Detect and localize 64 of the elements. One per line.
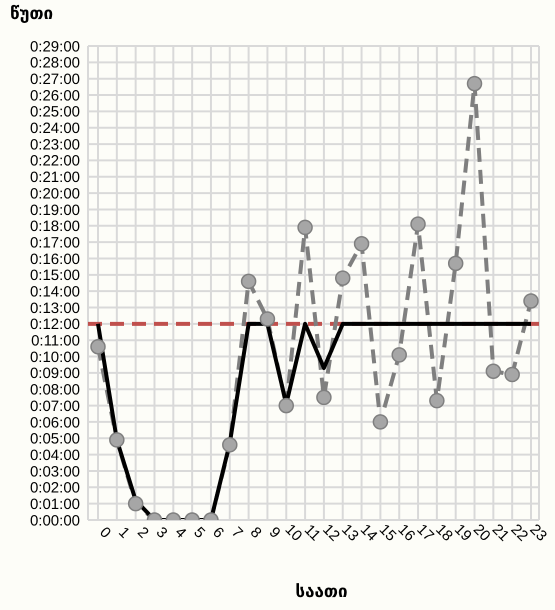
y-tick-label: 0:07:00	[30, 398, 80, 415]
y-tick-label: 0:08:00	[30, 382, 80, 399]
point	[372, 414, 388, 430]
y-tick-label: 0:28:00	[30, 54, 80, 72]
x-tick-label: 13	[338, 520, 362, 545]
y-tick-label: 0:22:00	[30, 152, 80, 170]
point	[354, 236, 370, 252]
y-tick-label: 0:16:00	[30, 250, 80, 268]
point	[316, 390, 332, 406]
x-axis-title: საათი	[294, 582, 349, 602]
point	[240, 274, 256, 290]
y-tick-label: 0:10:00	[30, 348, 80, 366]
y-tick-label: 0:18:00	[30, 218, 80, 236]
y-tick-label: 0:21:00	[30, 169, 80, 186]
point	[260, 311, 276, 327]
y-tick-label: 0:13:00	[30, 300, 80, 317]
point	[297, 220, 313, 236]
x-tick-label: 7	[228, 524, 246, 542]
y-tick-label: 0:03:00	[30, 463, 80, 480]
x-tick-label: 8	[246, 524, 265, 542]
point	[466, 76, 482, 92]
y-tick-label: 0:05:00	[30, 430, 80, 448]
y-tick-label: 0:25:00	[30, 104, 80, 121]
y-tick-label: 0:24:00	[30, 120, 80, 138]
point	[90, 338, 106, 354]
y-tick-label: 0:04:00	[30, 446, 80, 464]
y-tick-label: 0:29:00	[30, 38, 80, 56]
x-tick-label: 2	[134, 524, 152, 542]
y-tick-label: 0:11:00	[31, 332, 80, 350]
x-tick-label: 6	[209, 524, 228, 542]
point	[128, 496, 144, 512]
point	[222, 437, 238, 453]
x-tick-label: 1	[115, 524, 133, 542]
x-tick-label: 4	[172, 524, 190, 542]
y-tick-label: 0:15:00	[30, 267, 80, 284]
point	[334, 270, 350, 286]
y-tick-label: 0:17:00	[30, 234, 80, 252]
y-axis-title: წუთი	[10, 4, 54, 24]
point	[429, 392, 445, 408]
point	[523, 293, 539, 309]
y-tick-label: 0:01:00	[30, 496, 80, 513]
y-tick-label: 0:06:00	[30, 414, 80, 432]
point	[109, 432, 125, 448]
y-tick-label: 0:19:00	[30, 202, 80, 219]
point	[448, 256, 464, 272]
y-tick-label: 0:00:00	[30, 512, 80, 530]
point	[504, 366, 520, 382]
point	[410, 216, 426, 232]
x-tick-label: 5	[190, 524, 208, 542]
y-tick-label: 0:12:00	[30, 316, 80, 334]
y-tick-label: 0:23:00	[30, 136, 80, 154]
y-tick-label: 0:02:00	[30, 480, 80, 497]
point	[486, 364, 502, 380]
x-tick-label: 0	[96, 524, 114, 542]
y-tick-label: 0:14:00	[30, 283, 80, 300]
point	[391, 347, 407, 363]
point	[278, 398, 294, 414]
x-tick-label: 9	[266, 524, 284, 542]
y-tick-label: 0:27:00	[30, 71, 80, 88]
x-tick-label: 21	[488, 520, 512, 545]
x-tick-label: 3	[152, 524, 171, 542]
y-tick-label: 0:26:00	[30, 87, 80, 104]
y-tick-label: 0:20:00	[30, 185, 80, 202]
y-tick-label: 0:09:00	[30, 365, 80, 382]
